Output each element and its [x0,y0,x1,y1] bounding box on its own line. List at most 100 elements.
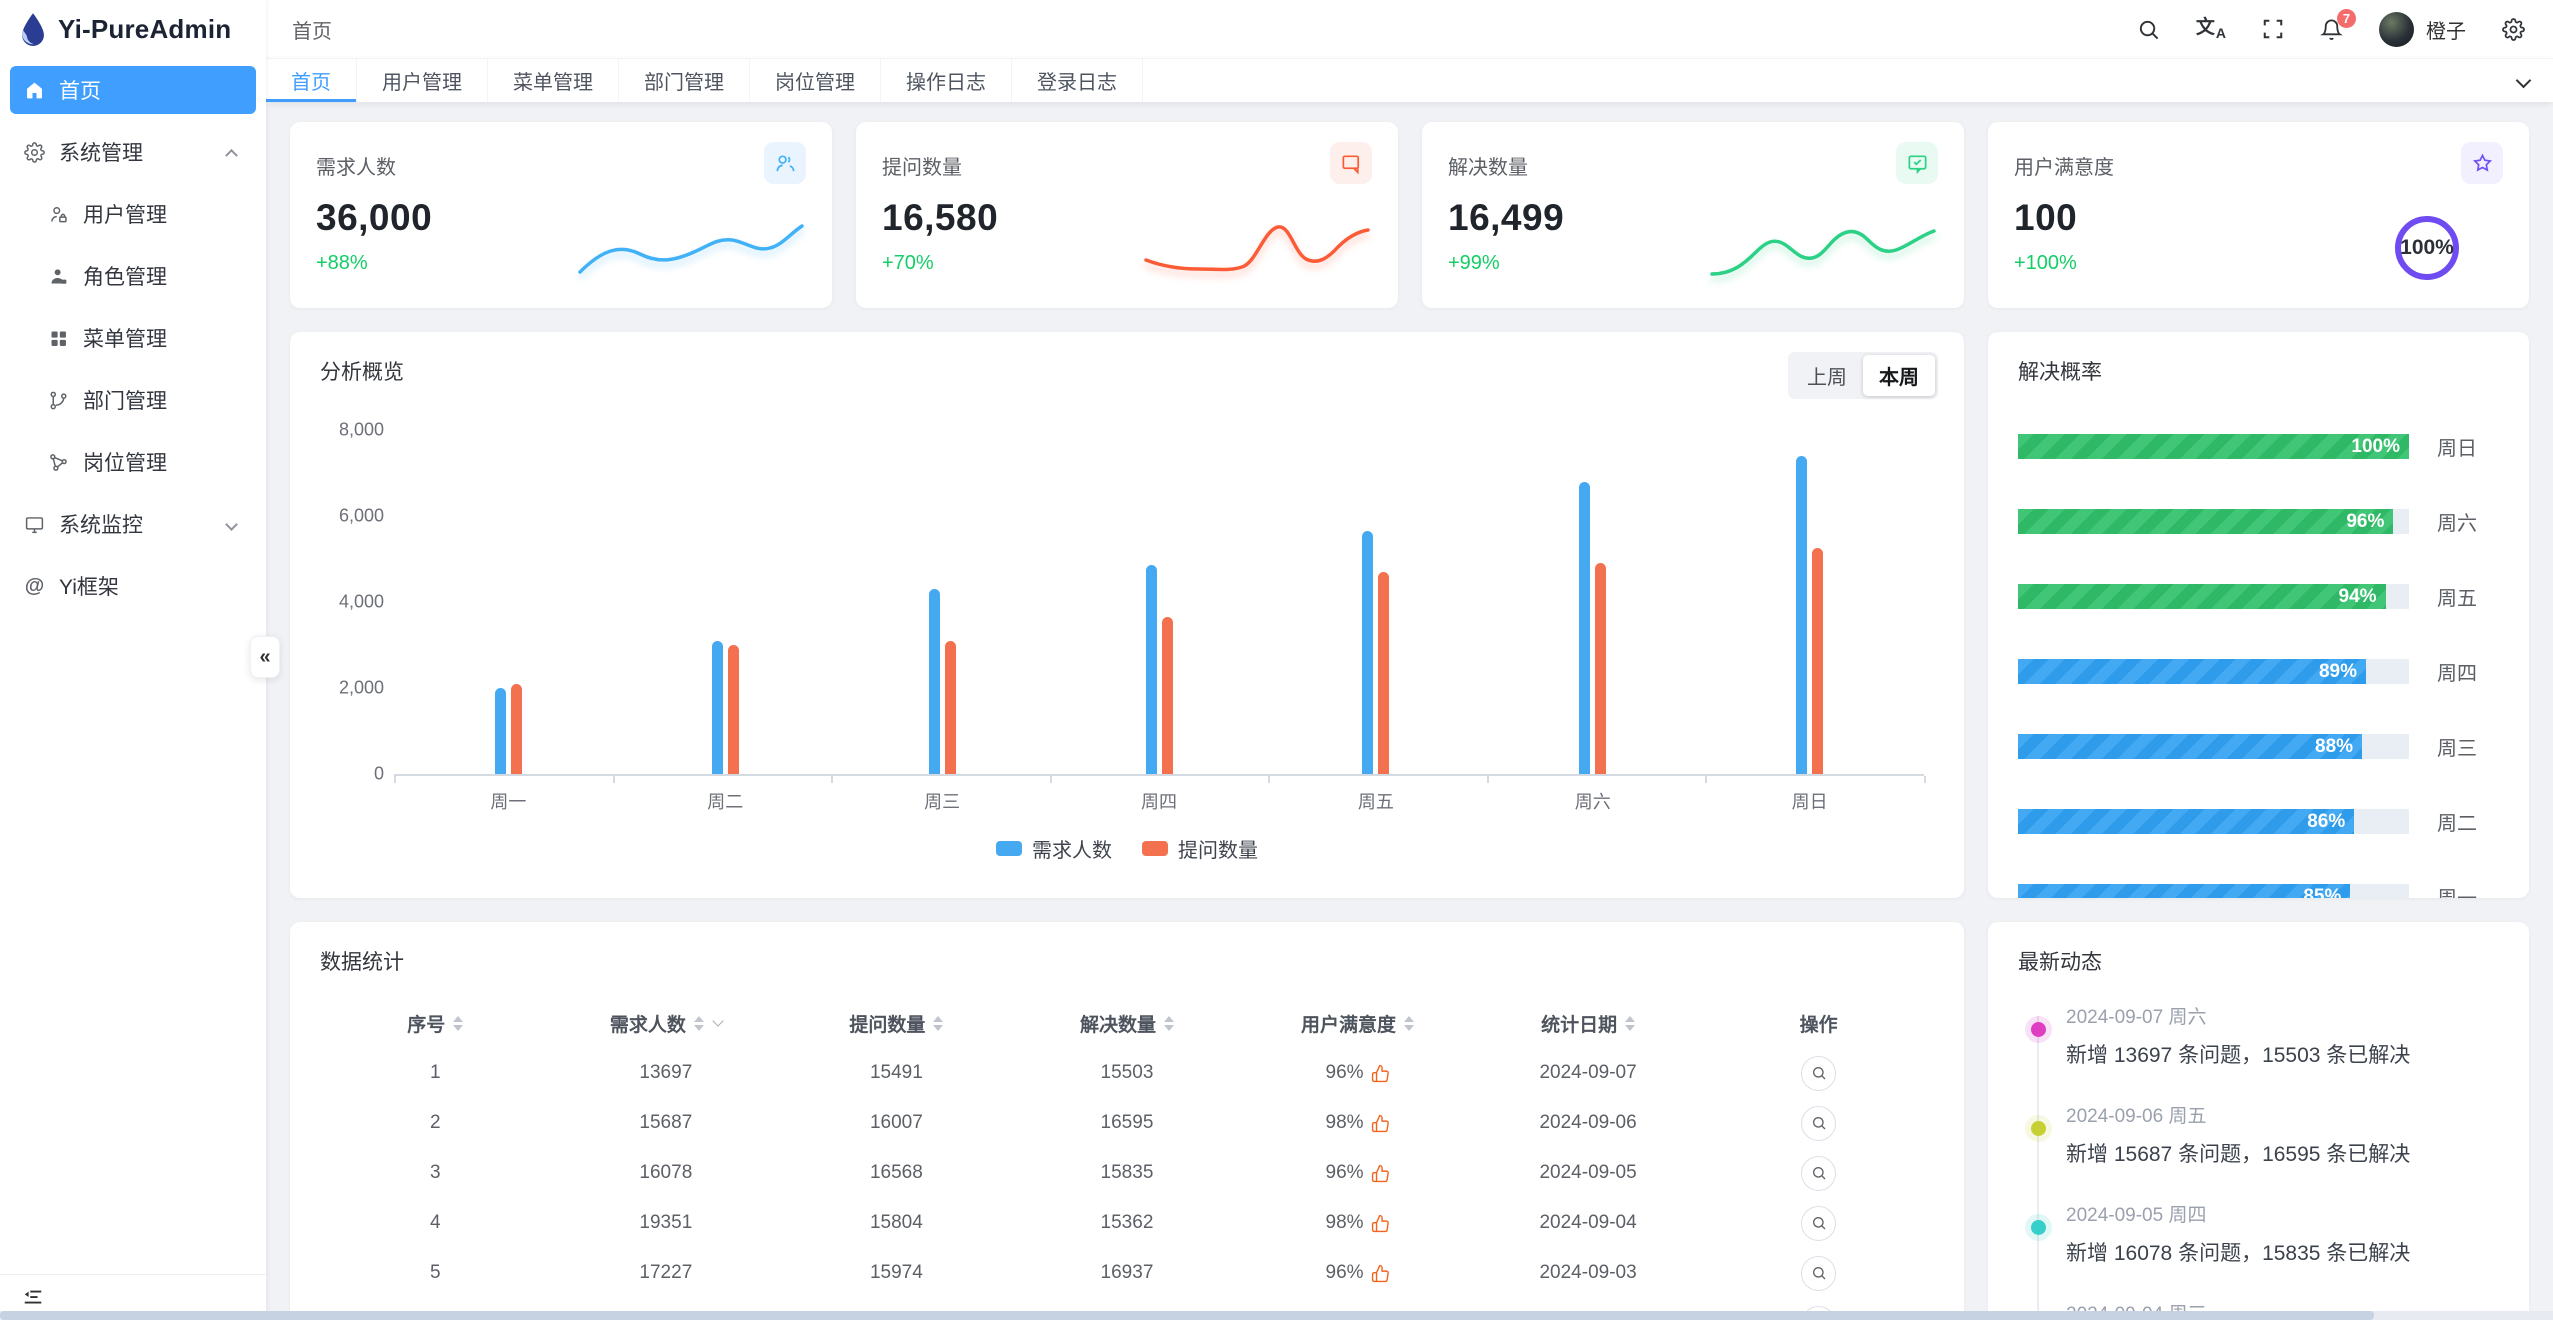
column-header-3[interactable]: 解决数量 [1012,998,1243,1048]
timeline-dot [2031,1022,2046,1037]
sidebar-item-role-mgmt[interactable]: 角色管理 [10,252,256,300]
tab-item-3[interactable]: 部门管理 [619,59,750,102]
timeline-date: 2024-09-06 周五 [2066,1106,2207,1127]
column-header-1[interactable]: 需求人数 [551,998,782,1048]
column-label: 操作 [1799,1014,1838,1036]
bell-icon[interactable]: 7 [2320,8,2356,41]
fullscreen-icon[interactable] [2262,18,2284,40]
sidebar-item-home[interactable]: 首页 [10,66,256,114]
sidebar-item-label: 菜单管理 [83,328,167,351]
tab-item-0[interactable]: 首页 [266,59,357,102]
progress-percent: 88% [2315,735,2354,757]
collapse-sidebar-handle[interactable]: « [250,636,280,678]
breadcrumb[interactable]: 首页 [292,20,332,43]
view-row-button[interactable] [1801,1205,1837,1241]
sidebar: Yi-PureAdmin 首页 系统管理 用户管理 角色管理 菜 [0,0,266,1320]
sort-carets-icon[interactable] [453,1015,464,1031]
table-header: 序号 需求人数 提问数量 解决数量 用户满意度 统计日期 操作 [320,998,1934,1048]
date-cell: 2024-09-07 [1539,1062,1637,1083]
tab-item-2[interactable]: 菜单管理 [488,59,619,102]
x-axis-label: 周六 [1574,792,1611,812]
legend-item[interactable]: 需求人数 [996,834,1112,863]
tab-item-6[interactable]: 登录日志 [1012,59,1143,102]
sidebar-item-label: 岗位管理 [83,452,167,475]
chart-legend: 需求人数 提问数量 [320,834,1934,863]
legend-item[interactable]: 提问数量 [1142,834,1258,863]
view-row-button[interactable] [1801,1155,1837,1191]
column-header-inner: 用户满意度 [1301,1010,1415,1037]
progress-track: 86% [2018,809,2409,834]
view-row-button[interactable] [1801,1055,1837,1091]
satisfaction-value: 98% [1325,1212,1364,1233]
sort-carets-icon[interactable] [1163,1015,1174,1031]
sort-carets-icon[interactable] [693,1015,704,1031]
column-header-0[interactable]: 序号 [320,998,551,1048]
column-header-inner: 解决数量 [1080,1010,1174,1037]
stat-card-satisfaction: 用户满意度 100 +100% 100% [1988,122,2529,308]
sidebar-item-user-mgmt[interactable]: 用户管理 [10,190,256,238]
solve-rate-row: 89% 周四 [2018,657,2499,686]
satisfaction-cell: 96% [1242,1048,1473,1098]
timeline-item-2: 2024-09-05 周四 新增 16078 条问题，15835 条已解决 [2026,1200,2499,1267]
caret-down-icon [933,1024,944,1031]
bar-提问数量 [944,640,956,774]
column-header-2[interactable]: 提问数量 [781,998,1012,1048]
sort-carets-icon[interactable] [933,1015,944,1031]
filter-chevron-icon[interactable] [712,1015,724,1027]
user-menu[interactable]: 橙子 [2379,11,2466,47]
bar-提问数量 [510,683,522,774]
tab-item-4[interactable]: 岗位管理 [750,59,881,102]
search-icon[interactable] [2137,18,2160,41]
table-cell: 16937 [1100,1262,1154,1283]
legend-swatch [996,841,1022,856]
view-row-button[interactable] [1801,1255,1837,1291]
fold-sidebar-icon[interactable] [22,1287,44,1309]
sidebar-item-dept-mgmt[interactable]: 部门管理 [10,376,256,424]
column-header-4[interactable]: 用户满意度 [1242,998,1473,1048]
magnifier-icon [1812,1217,1826,1230]
sort-carets-icon[interactable] [1404,1015,1415,1031]
sort-carets-icon[interactable] [1625,1015,1636,1031]
sidebar-item-system-mgmt[interactable]: 系统管理 [10,128,256,176]
table-cell: 19351 [639,1212,693,1233]
bar-需求人数 [1796,455,1808,774]
horizontal-scrollbar[interactable] [0,1311,2553,1320]
sidebar-menu: 首页 系统管理 用户管理 角色管理 菜单管理 部门管理 [0,58,266,1274]
x-axis-labels: 周一 周二 周三 周四 周五 周六 周日 [400,774,1918,814]
toggle-option-0[interactable]: 上周 [1807,367,1847,389]
action-cell [1703,1248,1934,1298]
action-cell [1703,1048,1934,1098]
column-label: 统计日期 [1541,1014,1618,1036]
column-header-5[interactable]: 统计日期 [1473,998,1704,1048]
sidebar-item-menu-mgmt[interactable]: 菜单管理 [10,314,256,362]
user-icon [51,206,67,222]
column-header-inner: 序号 [407,1010,464,1037]
x-axis [394,774,1926,783]
star-icon [2461,142,2503,184]
sidebar-item-system-monitor[interactable]: 系统监控 [10,500,256,548]
settings-icon[interactable] [2502,17,2525,41]
axis-tick [612,776,615,783]
bar-需求人数 [711,640,723,774]
table-cell: 15687 [639,1112,693,1133]
tab-item-1[interactable]: 用户管理 [357,59,488,102]
sidebar-item-yi-framework[interactable]: @ Yi框架 [10,562,256,610]
progress-fill: 85% [2018,884,2351,898]
app-logo[interactable]: Yi-PureAdmin [0,0,266,58]
table-cell: 16078 [639,1162,693,1183]
tab-item-5[interactable]: 操作日志 [881,59,1012,102]
tab-more-button[interactable] [2493,59,2553,102]
solve-rate-row: 86% 周二 [2018,807,2499,836]
scrollbar-thumb[interactable] [0,1311,2375,1320]
table-cell: 16568 [869,1162,923,1183]
view-row-button[interactable] [1801,1105,1837,1141]
progress-day-label: 周日 [2437,438,2477,460]
latest-updates-card: 最新动态 2024-09-07 周六 新增 13697 条问题，15503 条已解… [1988,922,2529,1320]
toggle-option-1[interactable]: 本周 [1863,355,1935,396]
section-title: 最新动态 [2018,951,2102,974]
thumbs-up-icon [1371,1264,1389,1282]
bar-group-周三 [834,430,1051,774]
timeline-text: 新增 16078 条问题，15835 条已解决 [2066,1242,2411,1265]
sidebar-item-post-mgmt[interactable]: 岗位管理 [10,438,256,486]
